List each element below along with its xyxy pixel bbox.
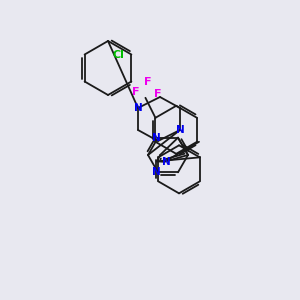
Text: F: F (144, 77, 151, 87)
Text: N: N (152, 133, 160, 143)
Text: N: N (176, 125, 184, 135)
Text: Cl: Cl (112, 50, 124, 59)
Text: F: F (154, 89, 161, 99)
Text: N: N (134, 103, 142, 113)
Text: N: N (152, 167, 160, 177)
Text: F: F (132, 87, 139, 97)
Text: N: N (162, 157, 171, 167)
